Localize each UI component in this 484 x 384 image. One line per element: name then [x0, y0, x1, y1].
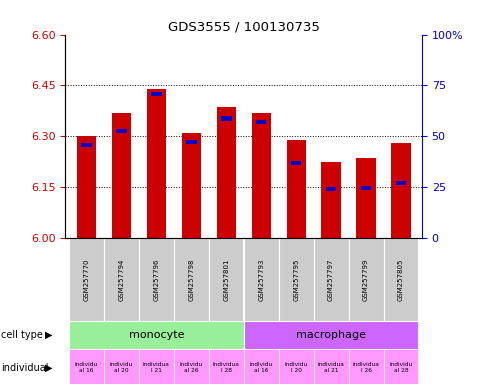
Text: individua
al 21: individua al 21 [317, 362, 344, 373]
Text: GSM257799: GSM257799 [363, 258, 368, 301]
Text: ▶: ▶ [45, 362, 52, 373]
Bar [278, 349, 313, 384]
Bar [313, 238, 348, 321]
Bar [383, 238, 418, 321]
Bar [325, 187, 336, 191]
Text: GSM257801: GSM257801 [223, 258, 229, 301]
Text: individua
l 26: individua l 26 [352, 362, 378, 373]
Bar [151, 92, 161, 96]
Text: GSM257797: GSM257797 [327, 258, 333, 301]
Bar [173, 349, 208, 384]
Bar [138, 238, 173, 321]
Text: ▶: ▶ [45, 330, 52, 340]
Text: GSM257798: GSM257798 [188, 258, 194, 301]
Bar [104, 238, 138, 321]
Text: monocyte: monocyte [128, 330, 184, 340]
Bar [360, 186, 371, 190]
Bar [81, 142, 91, 147]
Text: GSM257795: GSM257795 [292, 258, 299, 301]
Bar [243, 349, 278, 384]
Text: individu
al 26: individu al 26 [179, 362, 202, 373]
Bar [348, 238, 383, 321]
Bar [221, 116, 231, 121]
Text: macrophage: macrophage [295, 330, 365, 340]
Bar [208, 238, 243, 321]
Bar [383, 349, 418, 384]
Bar [138, 349, 173, 384]
Bar [69, 238, 104, 321]
Bar [216, 108, 235, 238]
Bar [286, 140, 305, 238]
Text: GSM257793: GSM257793 [257, 258, 264, 301]
Text: individu
al 16: individu al 16 [249, 362, 272, 373]
Bar [391, 143, 410, 238]
Bar [243, 321, 418, 349]
Bar [69, 321, 243, 349]
Bar [116, 129, 126, 133]
Bar [278, 238, 313, 321]
Bar [76, 136, 96, 238]
Text: individu
al 20: individu al 20 [109, 362, 133, 373]
Text: GSM257805: GSM257805 [397, 258, 403, 301]
Bar [348, 349, 383, 384]
Bar [395, 180, 406, 185]
Bar [186, 140, 196, 144]
Bar [182, 133, 200, 238]
Text: individual: individual [1, 362, 48, 373]
Bar [313, 349, 348, 384]
Bar [251, 113, 270, 238]
Bar [173, 238, 208, 321]
Text: GSM257770: GSM257770 [83, 258, 89, 301]
Text: individua
l 21: individua l 21 [143, 362, 169, 373]
Text: individu
al 16: individu al 16 [75, 362, 98, 373]
Bar [256, 119, 266, 124]
Title: GDS3555 / 100130735: GDS3555 / 100130735 [167, 20, 319, 33]
Bar [290, 161, 301, 165]
Text: individu
l 20: individu l 20 [284, 362, 307, 373]
Bar [243, 238, 278, 321]
Text: cell type: cell type [1, 330, 43, 340]
Bar [147, 89, 166, 238]
Text: individua
l 28: individua l 28 [212, 362, 239, 373]
Text: individu
al 28: individu al 28 [389, 362, 412, 373]
Bar [69, 349, 104, 384]
Bar [208, 349, 243, 384]
Bar [321, 162, 340, 238]
Bar [356, 158, 375, 238]
Bar [104, 349, 138, 384]
Bar [111, 113, 131, 238]
Text: GSM257794: GSM257794 [118, 258, 124, 301]
Text: GSM257796: GSM257796 [153, 258, 159, 301]
